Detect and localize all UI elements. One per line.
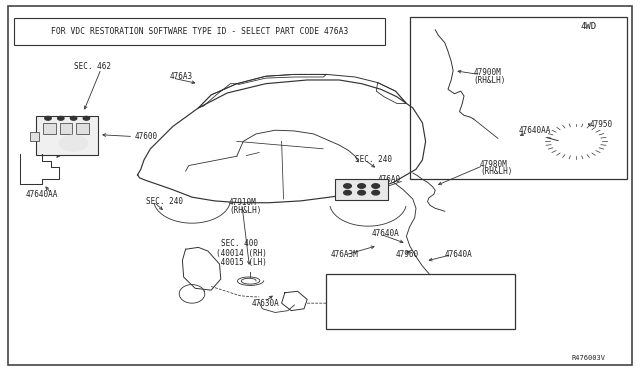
Text: 40015 (LH): 40015 (LH) [216,258,266,267]
Circle shape [344,184,351,188]
Text: 47640AA: 47640AA [26,190,58,199]
Text: R476003V: R476003V [572,355,606,361]
Circle shape [358,184,365,188]
Circle shape [83,116,90,120]
Circle shape [60,135,88,151]
Text: 47950: 47950 [590,120,613,129]
Bar [14,18,385,45]
Text: SEC. 240: SEC. 240 [146,197,183,206]
Text: (RH&LH): (RH&LH) [474,76,506,85]
Bar [326,274,515,329]
Text: 47840: 47840 [38,144,61,153]
Text: 476A3M: 476A3M [331,250,358,259]
Text: 47640AA: 47640AA [518,126,551,135]
Circle shape [372,190,380,195]
Bar [60,123,72,134]
Circle shape [358,190,365,195]
Text: FOR VDC RESTORATION SOFTWARE TYPE ID - SELECT PART CODE 476A3: FOR VDC RESTORATION SOFTWARE TYPE ID - S… [51,27,348,36]
Text: 47640A: 47640A [445,250,472,259]
Bar [335,179,388,200]
Text: (RH&LH): (RH&LH) [480,167,513,176]
Circle shape [58,116,64,120]
Bar [43,123,56,134]
Bar [30,132,39,141]
Text: PART CODE 476A3M AND INPUT LAST: PART CODE 476A3M AND INPUT LAST [351,295,490,301]
Text: 47980M: 47980M [480,160,508,169]
Text: 47630A: 47630A [252,299,279,308]
Text: SEC. 400: SEC. 400 [221,239,258,248]
Text: 5 DIGITS INTO CONSULT - III PLUS: 5 DIGITS INTO CONSULT - III PLUS [349,308,493,314]
Text: 47910M: 47910M [229,198,257,207]
Text: 47640A: 47640A [371,229,399,238]
Text: SEC. 462: SEC. 462 [74,62,111,71]
Circle shape [372,184,380,188]
Bar [76,123,89,134]
Text: (40014 (RH): (40014 (RH) [216,249,266,258]
Text: (RH&LH): (RH&LH) [229,206,262,215]
Text: 47960: 47960 [396,250,419,259]
Circle shape [70,116,77,120]
Text: 4WD: 4WD [580,22,597,31]
Text: 47600: 47600 [134,132,157,141]
Circle shape [344,190,351,195]
Text: 47900M: 47900M [474,68,501,77]
Text: 476A0: 476A0 [378,175,401,184]
Bar [410,17,627,179]
Text: 476A3: 476A3 [170,72,193,81]
Text: IDM RESTORATION - SELECT: IDM RESTORATION - SELECT [367,282,475,288]
Text: SEC. 240: SEC. 240 [355,155,392,164]
Bar [36,116,98,155]
Circle shape [45,116,51,120]
